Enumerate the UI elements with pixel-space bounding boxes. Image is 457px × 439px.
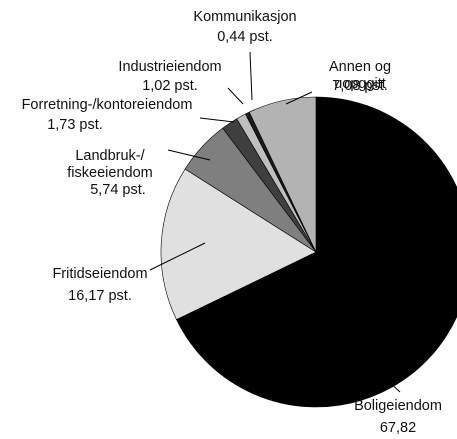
value-label: 7,08 pst. [332, 78, 388, 94]
pie-slice [160, 168, 317, 320]
slice-label: Fritidseiendom [52, 266, 148, 282]
slice-label: Forretning-/kontoreiendom [21, 97, 193, 113]
slice-label: Industrieiendom [118, 59, 222, 75]
leader-line [285, 91, 313, 105]
leader-line [249, 51, 253, 101]
leader-line [167, 149, 211, 161]
leader-line [149, 242, 206, 271]
pie-slice [248, 96, 317, 253]
leader-line [199, 117, 235, 123]
leader-line [362, 357, 401, 393]
value-label: 5,74 pst. [90, 182, 146, 198]
leader-line [227, 87, 244, 105]
pie-slice [176, 96, 457, 408]
value-label: 1,73 pst. [47, 117, 103, 133]
value-label: 0,44 pst. [217, 29, 273, 45]
slice-label: Boligeiendom [354, 398, 442, 414]
value-label: 16,17 pst. [68, 288, 132, 304]
slice-label: Landbruk-/ fiskeeiendom [67, 148, 153, 181]
value-label: 1,02 pst. [142, 78, 198, 94]
slice-label: Annen og uopggitt [328, 59, 392, 92]
slice-label: Kommunikasjon [193, 9, 297, 25]
value-label: 67,82 pst. [379, 420, 417, 439]
